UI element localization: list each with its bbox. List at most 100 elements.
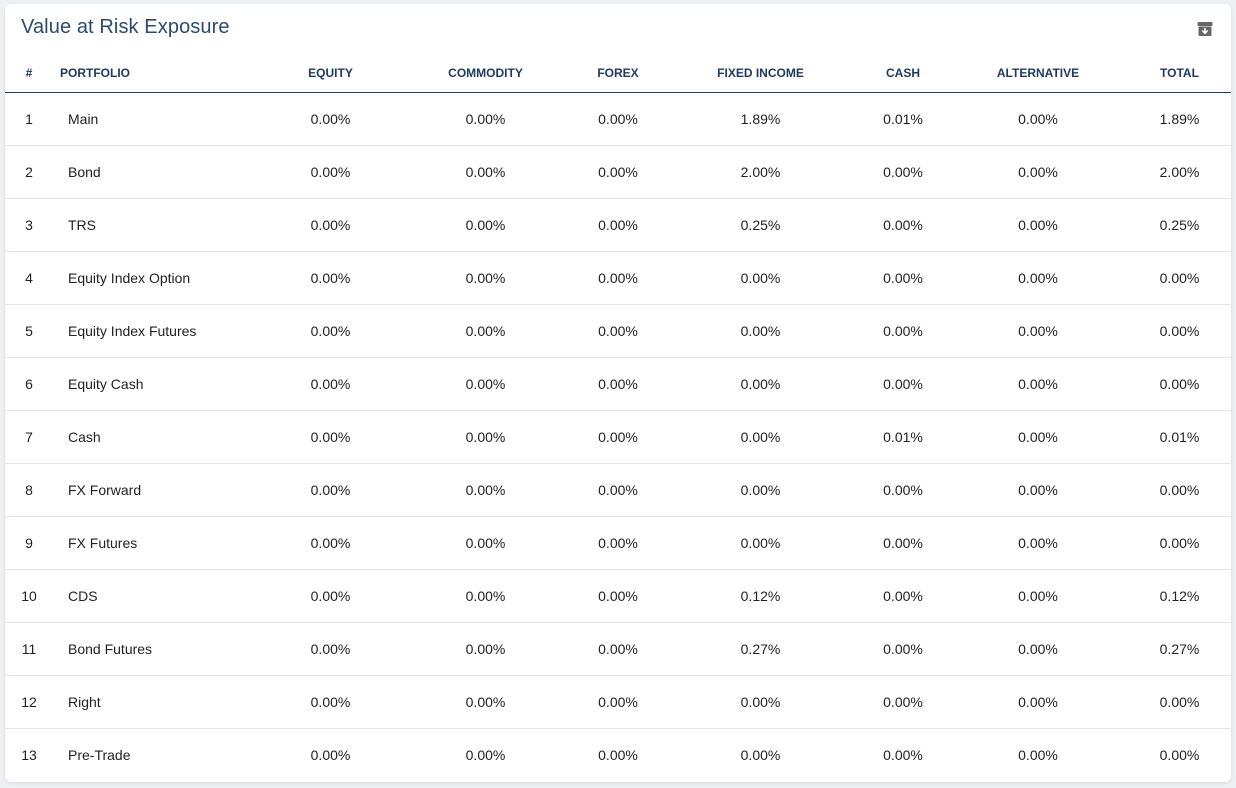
table-row[interactable]: 13 Pre-Trade 0.00% 0.00% 0.00% 0.00% 0.00% 0.00… <box>5 729 1231 782</box>
cell-cash: 0.00% <box>858 516 948 570</box>
cell-index: 8 <box>5 463 53 517</box>
cell-alternative: 0.00% <box>948 92 1128 146</box>
table-row[interactable]: 11 Bond Futures 0.00% 0.00% 0.00% 0.27% 0.00% 0… <box>5 622 1231 676</box>
col-header-index[interactable]: # <box>5 54 53 93</box>
cell-commodity: 0.00% <box>398 622 573 676</box>
cell-equity: 0.00% <box>263 516 398 570</box>
cell-index: 11 <box>5 622 53 676</box>
table-row[interactable]: 12 Right 0.00% 0.00% 0.00% 0.00% 0.00% 0.00% 0.0… <box>5 675 1231 729</box>
table-row[interactable]: 7 Cash 0.00% 0.00% 0.00% 0.00% 0.01% 0.00% 0.01% <box>5 410 1231 464</box>
table-row[interactable]: 9 FX Futures 0.00% 0.00% 0.00% 0.00% 0.00% 0.00… <box>5 516 1231 570</box>
cell-forex: 0.00% <box>573 92 663 146</box>
cell-fixed-income: 0.27% <box>663 622 858 676</box>
col-header-cash[interactable]: CASH <box>858 54 948 93</box>
cell-alternative: 0.00% <box>948 569 1128 623</box>
col-header-total[interactable]: TOTAL <box>1128 54 1231 93</box>
cell-portfolio: Equity Index Futures <box>53 304 263 358</box>
var-exposure-card: Value at Risk Exposure # PORTFOLIO EQUIT… <box>5 4 1231 782</box>
cell-equity: 0.00% <box>263 569 398 623</box>
cell-commodity: 0.00% <box>398 675 573 729</box>
cell-forex: 0.00% <box>573 198 663 252</box>
cell-fixed-income: 0.00% <box>663 304 858 358</box>
table-row[interactable]: 1 Main 0.00% 0.00% 0.00% 1.89% 0.01% 0.00% 1.89% <box>5 92 1231 146</box>
cell-total: 0.00% <box>1128 357 1231 411</box>
table-row[interactable]: 10 CDS 0.00% 0.00% 0.00% 0.12% 0.00% 0.00% 0.12% <box>5 569 1231 623</box>
cell-cash: 0.00% <box>883 747 923 763</box>
cell-alternative: 0.00% <box>948 463 1128 517</box>
cell-index: 7 <box>5 410 53 464</box>
cell-index: 6 <box>5 357 53 411</box>
cell-index: 13 <box>21 747 37 763</box>
cell-total: 0.00% <box>1128 675 1231 729</box>
cell-portfolio: Right <box>53 675 263 729</box>
table-row[interactable]: 6 Equity Cash 0.00% 0.00% 0.00% 0.00% 0.00% 0.0… <box>5 357 1231 411</box>
cell-portfolio: FX Forward <box>53 463 263 517</box>
cell-equity: 0.00% <box>263 145 398 199</box>
cell-equity: 0.00% <box>310 747 351 763</box>
cell-portfolio: TRS <box>53 198 263 252</box>
table-row[interactable]: 2 Bond 0.00% 0.00% 0.00% 2.00% 0.00% 0.00% 2.00% <box>5 145 1231 199</box>
cell-commodity: 0.00% <box>398 92 573 146</box>
cell-forex: 0.00% <box>573 304 663 358</box>
cell-forex: 0.00% <box>573 675 663 729</box>
table-row[interactable]: 4 Equity Index Option 0.00% 0.00% 0.00% 0.00%… <box>5 251 1231 305</box>
cell-equity: 0.00% <box>263 675 398 729</box>
col-header-equity[interactable]: EQUITY <box>263 54 398 93</box>
cell-commodity: 0.00% <box>398 516 573 570</box>
cell-total: 0.27% <box>1128 622 1231 676</box>
cell-total: 2.00% <box>1128 145 1231 199</box>
cell-portfolio: Pre-Trade <box>68 747 131 763</box>
cell-cash: 0.00% <box>858 463 948 517</box>
cell-forex: 0.00% <box>573 410 663 464</box>
cell-commodity: 0.00% <box>398 569 573 623</box>
table-row[interactable]: 3 TRS 0.00% 0.00% 0.00% 0.25% 0.00% 0.00% 0.25% <box>5 198 1231 252</box>
col-header-forex[interactable]: FOREX <box>573 54 663 93</box>
cell-portfolio: Bond <box>53 145 263 199</box>
col-header-commodity[interactable]: COMMODITY <box>398 54 573 93</box>
cell-index: 9 <box>5 516 53 570</box>
cell-index: 2 <box>5 145 53 199</box>
cell-index: 12 <box>5 675 53 729</box>
cell-cash: 0.00% <box>858 357 948 411</box>
cell-fixed-income: 0.00% <box>663 357 858 411</box>
cell-cash: 0.00% <box>858 145 948 199</box>
cell-total: 1.89% <box>1128 92 1231 146</box>
cell-alternative: 0.00% <box>948 304 1128 358</box>
cell-commodity: 0.00% <box>465 747 506 763</box>
cell-alternative: 0.00% <box>948 410 1128 464</box>
var-exposure-table: # PORTFOLIO EQUITY COMMODITY FOREX FIXED… <box>5 54 1231 781</box>
cell-cash: 0.00% <box>858 198 948 252</box>
cell-forex: 0.00% <box>573 569 663 623</box>
col-header-fixed-income[interactable]: FIXED INCOME <box>663 54 858 93</box>
cell-cash: 0.00% <box>858 675 948 729</box>
cell-fixed-income: 0.25% <box>663 198 858 252</box>
cell-fixed-income: 0.00% <box>663 410 858 464</box>
cell-commodity: 0.00% <box>398 357 573 411</box>
cell-cash: 0.00% <box>858 569 948 623</box>
table-row[interactable]: 5 Equity Index Futures 0.00% 0.00% 0.00% 0.00… <box>5 304 1231 358</box>
col-header-portfolio[interactable]: PORTFOLIO <box>53 54 263 93</box>
cell-portfolio: Bond Futures <box>53 622 263 676</box>
cell-index: 3 <box>5 198 53 252</box>
cell-cash: 0.00% <box>858 251 948 305</box>
cell-alternative: 0.00% <box>948 198 1128 252</box>
cell-equity: 0.00% <box>263 198 398 252</box>
cell-cash: 0.00% <box>858 622 948 676</box>
cell-total: 0.12% <box>1128 569 1231 623</box>
cell-fixed-income: 0.00% <box>663 516 858 570</box>
cell-total: 0.00% <box>1128 463 1231 517</box>
cell-equity: 0.00% <box>263 410 398 464</box>
cell-cash: 0.01% <box>858 92 948 146</box>
card-title: Value at Risk Exposure <box>21 16 230 38</box>
cell-alternative: 0.00% <box>948 357 1128 411</box>
cell-total: 0.00% <box>1159 747 1200 763</box>
cell-forex: 0.00% <box>573 516 663 570</box>
cell-commodity: 0.00% <box>398 463 573 517</box>
cell-commodity: 0.00% <box>398 251 573 305</box>
cell-alternative: 0.00% <box>948 622 1128 676</box>
table-row[interactable]: 8 FX Forward 0.00% 0.00% 0.00% 0.00% 0.00% 0.00… <box>5 463 1231 517</box>
col-header-alternative[interactable]: ALTERNATIVE <box>948 54 1128 93</box>
archive-icon[interactable] <box>1197 21 1213 37</box>
cell-total: 0.25% <box>1128 198 1231 252</box>
cell-index: 10 <box>5 569 53 623</box>
